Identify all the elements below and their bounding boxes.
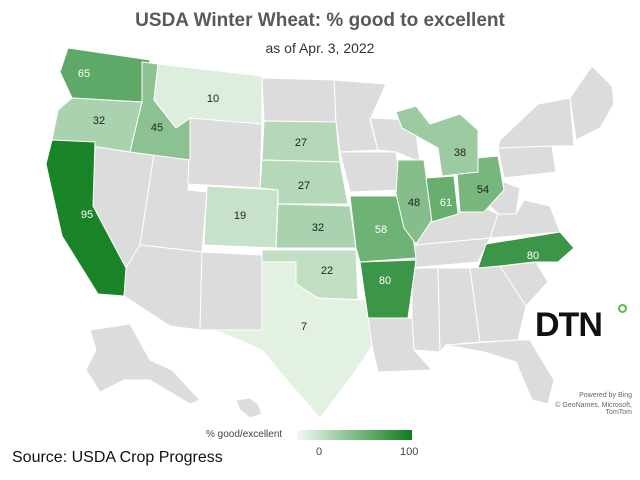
- map-subtitle: as of Apr. 3, 2022: [265, 40, 375, 56]
- state-montana: [153, 63, 263, 129]
- state-arkansas: [359, 259, 417, 319]
- value-label-michigan: 38: [454, 147, 466, 159]
- value-label-texas: 7: [301, 321, 307, 333]
- bing-credit: Powered by Bing: [579, 392, 632, 399]
- state-texas: [213, 261, 373, 419]
- state-virginia: [489, 199, 561, 239]
- legend-max-value: 100: [400, 446, 419, 458]
- state-michigan: [395, 105, 479, 177]
- value-label-south-dakota: 27: [295, 137, 307, 149]
- map-title: USDA Winter Wheat: % good to excellent: [135, 10, 505, 31]
- state-iowa: [339, 151, 403, 193]
- source-note: Source: USDA Crop Progress: [12, 449, 223, 466]
- state-mississippi: [411, 267, 441, 353]
- state-hawaii: [235, 397, 263, 419]
- state-north-carolina: [477, 231, 575, 269]
- state-washington: [59, 47, 151, 103]
- value-label-oklahoma: 22: [321, 265, 333, 277]
- value-label-nebraska: 27: [298, 180, 310, 192]
- state-pennsylvania: [497, 145, 557, 179]
- legend-gradient-bar: [297, 430, 412, 440]
- value-label-arkansas: 80: [379, 275, 391, 287]
- value-label-california: 95: [81, 209, 93, 221]
- state-north-dakota: [261, 77, 337, 123]
- value-label-indiana: 61: [440, 197, 452, 209]
- value-label-illinois: 48: [408, 197, 420, 209]
- value-label-colorado: 19: [234, 210, 246, 222]
- legend-label: % good/excellent: [206, 429, 283, 440]
- dtn-logo: DTN: [535, 306, 603, 344]
- state-indiana: [425, 175, 459, 223]
- state-value-labels: 65 32 45 10 95 19 27 27 32 22 7 58 80 48…: [78, 68, 539, 333]
- legend-min-value: 0: [316, 446, 323, 458]
- dtn-logo-dot-icon: [618, 304, 627, 313]
- geonames-credit: © GeoNames, Microsoft, TomTom: [555, 402, 632, 416]
- value-label-montana: 10: [207, 93, 219, 105]
- state-arizona: [123, 244, 203, 331]
- value-label-north-carolina: 80: [527, 250, 539, 262]
- value-label-kansas: 32: [312, 222, 324, 234]
- value-label-idaho: 45: [151, 122, 163, 134]
- value-label-ohio: 54: [477, 184, 489, 196]
- state-new-mexico: [199, 251, 263, 331]
- state-california: [45, 139, 127, 297]
- wheat-condition-states: [45, 47, 575, 419]
- state-new-york: [497, 97, 575, 149]
- state-illinois: [395, 159, 433, 245]
- value-label-missouri: 58: [375, 224, 387, 236]
- state-wyoming: [187, 117, 263, 189]
- state-florida: [445, 339, 555, 405]
- value-label-washington: 65: [78, 68, 90, 80]
- state-new-england: [569, 65, 615, 141]
- state-alaska: [85, 323, 201, 405]
- value-label-oregon: 32: [93, 115, 105, 127]
